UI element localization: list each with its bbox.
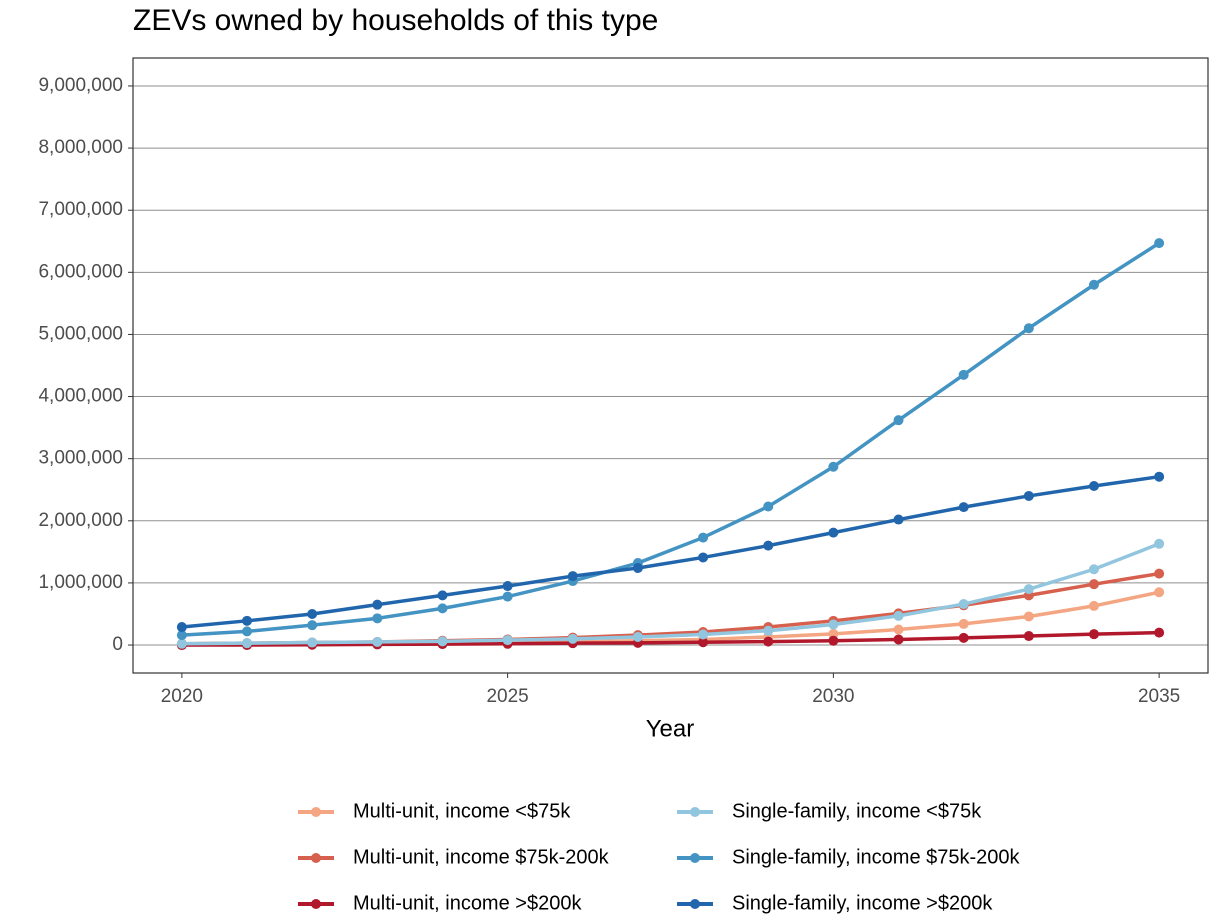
legend-label: Single-family, income <$75k bbox=[732, 800, 982, 822]
data-point bbox=[242, 638, 253, 649]
data-point bbox=[958, 369, 969, 380]
data-point bbox=[502, 635, 513, 646]
data-point bbox=[567, 633, 578, 644]
x-tick-label: 2035 bbox=[1138, 686, 1180, 707]
y-tick-label: 8,000,000 bbox=[38, 137, 123, 158]
y-tick-label: 2,000,000 bbox=[38, 510, 123, 531]
data-point bbox=[1154, 627, 1165, 638]
data-point bbox=[958, 599, 969, 610]
data-point bbox=[958, 618, 969, 629]
chart-title: ZEVs owned by households of this type bbox=[133, 4, 658, 37]
data-point bbox=[893, 624, 904, 635]
legend-label: Single-family, income >$200k bbox=[732, 892, 993, 914]
data-point bbox=[1154, 471, 1165, 482]
data-point bbox=[1154, 238, 1165, 249]
data-point bbox=[176, 622, 187, 633]
data-point bbox=[1154, 587, 1165, 598]
data-point bbox=[763, 501, 774, 512]
x-axis-label: Year bbox=[646, 715, 695, 742]
data-point bbox=[893, 610, 904, 621]
data-point bbox=[632, 563, 643, 574]
data-point bbox=[437, 590, 448, 601]
data-point bbox=[828, 635, 839, 646]
y-tick-label: 0 bbox=[112, 634, 123, 655]
data-point bbox=[1023, 323, 1034, 334]
data-point bbox=[437, 636, 448, 647]
data-point bbox=[437, 603, 448, 614]
data-point bbox=[828, 628, 839, 639]
data-point bbox=[1154, 568, 1165, 579]
data-point bbox=[1023, 584, 1034, 595]
legend-dot bbox=[690, 899, 700, 909]
data-point bbox=[307, 637, 318, 648]
data-point bbox=[1023, 490, 1034, 501]
data-point bbox=[372, 599, 383, 610]
data-point bbox=[893, 634, 904, 645]
data-point bbox=[698, 552, 709, 563]
data-point bbox=[1088, 481, 1099, 492]
data-point bbox=[958, 632, 969, 643]
y-tick-label: 5,000,000 bbox=[38, 323, 123, 344]
data-point bbox=[176, 630, 187, 641]
legend-label: Single-family, income $75k-200k bbox=[732, 846, 1021, 868]
series-line bbox=[181, 630, 1160, 647]
legend-dot bbox=[690, 853, 700, 863]
data-point bbox=[502, 591, 513, 602]
legend-dot bbox=[311, 807, 321, 817]
legend-label: Multi-unit, income <$75k bbox=[353, 800, 571, 822]
data-point bbox=[1088, 564, 1099, 575]
data-point bbox=[1088, 629, 1099, 640]
data-point bbox=[176, 638, 187, 649]
data-point bbox=[893, 415, 904, 426]
data-point bbox=[763, 540, 774, 551]
series-line bbox=[181, 542, 1160, 646]
data-point bbox=[307, 620, 318, 631]
data-point bbox=[698, 637, 709, 648]
legend-label: Multi-unit, income >$200k bbox=[353, 892, 582, 914]
data-point bbox=[1023, 631, 1034, 642]
data-point bbox=[698, 532, 709, 543]
data-point bbox=[958, 502, 969, 513]
data-point bbox=[1023, 611, 1034, 622]
series-line bbox=[181, 474, 1160, 629]
panel-border bbox=[132, 57, 1209, 674]
data-point bbox=[567, 571, 578, 582]
data-point bbox=[502, 581, 513, 592]
data-point bbox=[632, 631, 643, 642]
legend-label: Multi-unit, income $75k-200k bbox=[353, 846, 610, 868]
data-point bbox=[763, 625, 774, 636]
x-tick-label: 2020 bbox=[161, 686, 203, 707]
data-point bbox=[372, 613, 383, 624]
data-point bbox=[1088, 579, 1099, 590]
series-line bbox=[181, 241, 1161, 637]
y-tick-label: 7,000,000 bbox=[38, 199, 123, 220]
data-point bbox=[828, 461, 839, 472]
y-tick-label: 4,000,000 bbox=[38, 386, 123, 407]
data-point bbox=[1088, 600, 1099, 611]
data-point bbox=[828, 527, 839, 538]
legend-dot bbox=[311, 899, 321, 909]
x-tick-label: 2025 bbox=[486, 686, 528, 707]
legend-dot bbox=[690, 807, 700, 817]
data-point bbox=[242, 626, 253, 637]
y-tick-label: 3,000,000 bbox=[38, 448, 123, 469]
data-point bbox=[1088, 279, 1099, 290]
series-line bbox=[181, 571, 1160, 646]
data-point bbox=[1154, 538, 1165, 549]
data-point bbox=[698, 629, 709, 640]
data-point bbox=[893, 514, 904, 525]
legend-dot bbox=[311, 853, 321, 863]
data-point bbox=[763, 636, 774, 647]
y-tick-label: 1,000,000 bbox=[38, 572, 123, 593]
y-tick-label: 6,000,000 bbox=[38, 261, 123, 282]
data-point bbox=[307, 608, 318, 619]
data-point bbox=[828, 619, 839, 630]
data-point bbox=[242, 615, 253, 626]
y-tick-label: 9,000,000 bbox=[38, 75, 123, 96]
data-point bbox=[372, 636, 383, 647]
x-tick-label: 2030 bbox=[812, 686, 854, 707]
